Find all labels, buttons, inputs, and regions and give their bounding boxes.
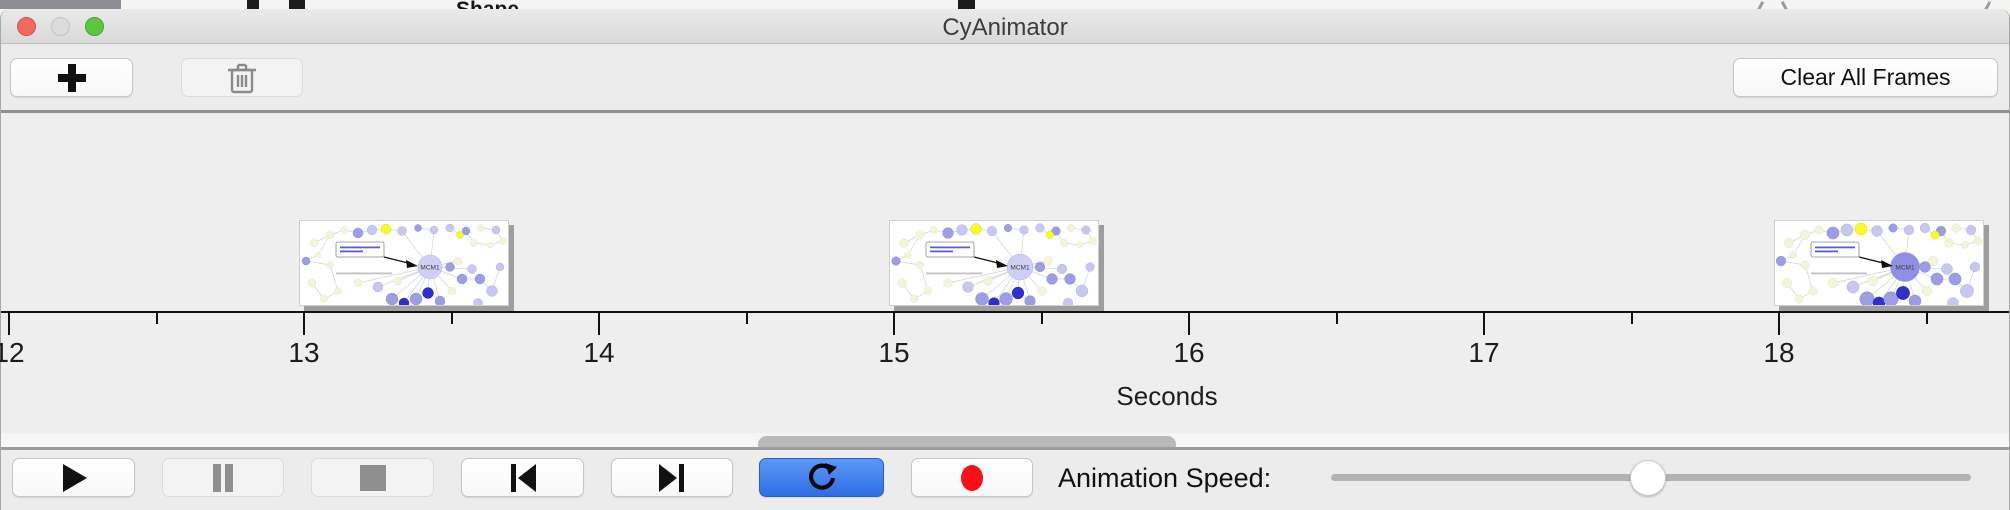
axis-major-tick: [598, 313, 600, 335]
background-shape-label: Shape: [456, 0, 519, 9]
loop-button[interactable]: [759, 458, 884, 497]
network-graph-thumbnail: MCM1: [890, 221, 1098, 305]
go-to-start-button[interactable]: [461, 458, 584, 497]
titlebar[interactable]: CyAnimator: [1, 9, 2009, 44]
record-button[interactable]: [911, 458, 1033, 497]
axis-major-tick: [1483, 313, 1485, 335]
axis-major-tick: [8, 313, 10, 335]
axis-tick-label: 15: [878, 337, 910, 368]
timeline-panel[interactable]: MCM1 MCM1 MCM1 12 13 14 15 16 17 18 Seconds: [0, 113, 2009, 456]
skip-to-start-icon: [510, 463, 536, 492]
center-node-label: MCM1: [1010, 265, 1030, 272]
loop-icon: [808, 462, 837, 490]
toolbar-separator: [1, 110, 2009, 113]
zoom-button[interactable]: [85, 17, 104, 36]
axis-major-tick: [1188, 313, 1190, 335]
delete-frame-button[interactable]: [181, 58, 303, 97]
record-icon: [961, 464, 983, 491]
trash-icon: [228, 63, 256, 93]
background-glyph-fragment: [289, 0, 305, 9]
axis-minor-tick: [1040, 313, 1043, 324]
axis-tick-label: 18: [1763, 337, 1795, 368]
center-node-label: MCM1: [420, 265, 440, 272]
window-title: CyAnimator: [942, 14, 1068, 41]
axis-minor-tick: [450, 313, 453, 324]
toolbar: Clear All Frames: [1, 43, 2009, 110]
axis-tick-label: 17: [1468, 337, 1500, 368]
frame-thumbnail[interactable]: MCM1: [299, 220, 509, 306]
background-window-strip: Shape: [0, 0, 2010, 9]
network-graph-thumbnail: MCM1: [300, 221, 508, 305]
skip-to-end-icon: [659, 463, 684, 492]
center-node-label: MCM1: [1895, 265, 1915, 272]
axis-minor-tick: [1925, 313, 1928, 324]
playback-separator: [1, 447, 2009, 450]
axis-tick-label: 14: [583, 337, 615, 368]
background-glyph-fragment: [958, 0, 975, 9]
plus-icon: [57, 63, 86, 92]
background-glyph-fragment: [247, 0, 259, 9]
animation-speed-label: Animation Speed:: [1058, 463, 1272, 493]
pause-button[interactable]: [162, 458, 284, 497]
axis-minor-tick: [745, 313, 748, 324]
clear-all-frames-button[interactable]: Clear All Frames: [1733, 58, 1998, 97]
stop-icon: [359, 464, 386, 491]
close-button[interactable]: [17, 17, 36, 36]
go-to-end-button[interactable]: [611, 458, 733, 497]
axis-major-tick: [893, 313, 895, 335]
stop-button[interactable]: [311, 458, 434, 497]
background-glyph-fragment: [1754, 1, 1765, 9]
axis-major-tick: [1778, 313, 1780, 335]
axis-minor-tick: [155, 313, 158, 324]
speed-slider-thumb[interactable]: [1629, 460, 1666, 496]
speed-slider[interactable]: [1331, 450, 1971, 506]
timeline-axis: [1, 311, 2009, 313]
cyanimator-window: CyAnimator: [0, 9, 2010, 510]
playback-bar: Animation Speed:: [1, 450, 2009, 510]
axis-tick-label: 16: [1173, 337, 1205, 368]
pause-icon: [213, 463, 233, 492]
background-window-fragment: [0, 0, 121, 9]
axis-minor-tick: [1335, 313, 1338, 324]
network-graph-thumbnail: MCM1: [1775, 221, 1983, 305]
axis-minor-tick: [1630, 313, 1633, 324]
play-button[interactable]: [12, 458, 135, 497]
add-frame-button[interactable]: [10, 58, 133, 97]
background-glyph-fragment: [1780, 1, 1791, 9]
axis-tick-label: 13: [288, 337, 320, 368]
frame-thumbnail[interactable]: MCM1: [889, 220, 1099, 306]
axis-unit-label: Seconds: [1116, 381, 1218, 411]
play-icon: [62, 463, 87, 492]
minimize-button[interactable]: [51, 17, 70, 36]
background-glyph-fragment: [1981, 1, 1992, 9]
axis-tick-label: 12: [0, 337, 25, 368]
frame-thumbnail[interactable]: MCM1: [1774, 220, 1984, 306]
axis-major-tick: [303, 313, 305, 335]
